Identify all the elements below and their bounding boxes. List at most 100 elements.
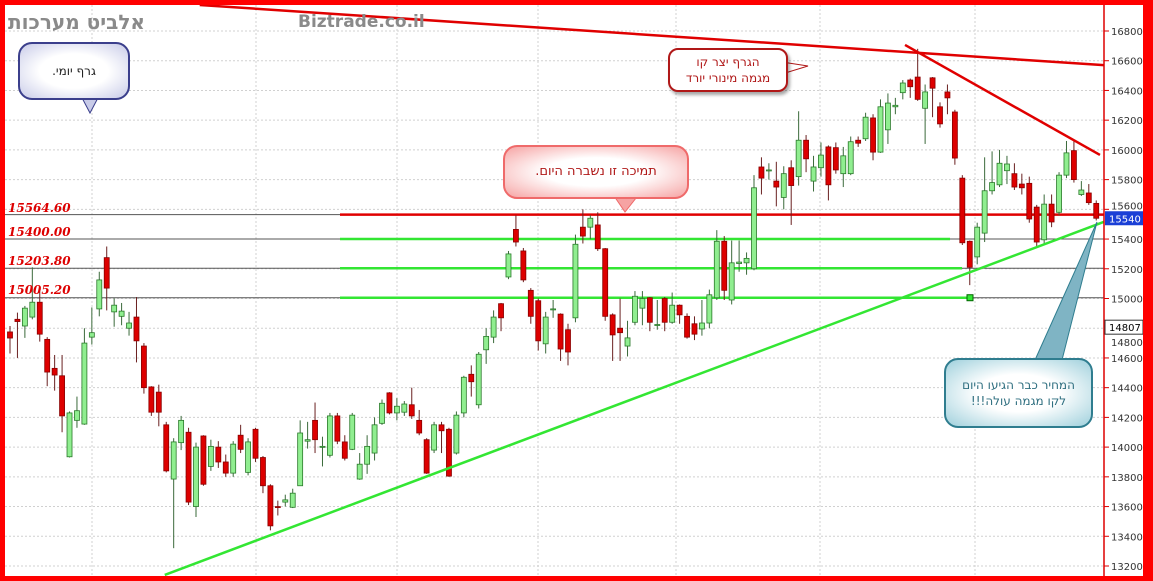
y-tick-label: 16800 (1111, 27, 1143, 38)
candle-body (870, 117, 876, 153)
callout-support-broken: תמיכה זו נשברה היום. (503, 145, 689, 199)
trendline-long-resistance (199, 3, 1104, 67)
candle-body (1071, 150, 1077, 181)
candle-133 (996, 149, 1003, 188)
chart-title: אלביט מערכות (8, 10, 145, 34)
y-tick-label: 16200 (1111, 116, 1143, 127)
frame-right (1143, 0, 1153, 581)
candle-body (1048, 203, 1055, 223)
candle-95 (713, 230, 720, 300)
marker-price-label: 14807 (1109, 323, 1141, 334)
candle-3 (29, 267, 36, 320)
candle-body (1056, 174, 1062, 213)
candle-body (1085, 192, 1092, 204)
candle-body (416, 419, 423, 434)
candle-body (289, 492, 296, 508)
candle-2 (21, 305, 28, 338)
candle-body (193, 446, 199, 507)
candle-30 (230, 441, 237, 477)
candle-132 (989, 151, 995, 195)
candle-body (7, 331, 13, 339)
candle-89 (669, 292, 676, 324)
candle-body (758, 166, 765, 179)
candle-40 (304, 421, 311, 449)
candle-body (490, 316, 497, 338)
candle-body (498, 303, 504, 319)
candle-body (922, 91, 929, 109)
candle-body (587, 217, 594, 228)
candle-body (207, 445, 214, 467)
candle-71 (535, 298, 542, 351)
candle-body (825, 146, 832, 186)
candle-body (393, 405, 400, 414)
candle-62 (468, 365, 475, 397)
candle-14 (111, 298, 118, 327)
candle-103 (773, 161, 780, 207)
candle-body (1063, 152, 1070, 176)
candle-body (736, 261, 743, 264)
candle-body (989, 182, 995, 192)
level-label-15400: 15400.00 (8, 225, 71, 239)
candle-body (1018, 183, 1025, 189)
candle-37 (282, 494, 289, 507)
candle-45 (341, 435, 348, 461)
candle-115 (862, 112, 869, 141)
candle-76 (572, 234, 579, 323)
callout-text-line2: מגמה מינורי יורד (685, 71, 771, 85)
site-watermark: Biztrade.co.il (298, 12, 425, 32)
candle-body (304, 439, 311, 442)
candle-78 (587, 215, 594, 240)
candle-131 (981, 157, 988, 243)
candle-body (185, 431, 192, 503)
candle-body (981, 190, 988, 234)
candle-73 (550, 299, 557, 318)
candle-body (646, 297, 653, 323)
candle-70 (527, 288, 534, 324)
candle-body (349, 414, 356, 450)
y-tick-label: 13600 (1111, 503, 1143, 514)
candle-body (751, 187, 757, 270)
level-label-15564: 15564.60 (8, 201, 71, 215)
y-tick-label: 15200 (1111, 265, 1143, 276)
candle-body (29, 301, 36, 318)
candle-122 (914, 48, 921, 101)
candle-body (215, 446, 222, 463)
y-tick-label: 16600 (1111, 57, 1143, 68)
candle-43 (327, 412, 333, 458)
candle-body (36, 301, 43, 335)
callout-text-line1: הגרף יצר קו (696, 55, 760, 69)
y-tick-label: 13200 (1111, 562, 1143, 573)
candle-body (1041, 203, 1048, 241)
candle-11 (88, 307, 95, 345)
candle-33 (252, 427, 259, 462)
candle-111 (832, 142, 839, 174)
candle-body (59, 375, 65, 417)
candle-96 (721, 236, 728, 300)
candle-140 (1048, 194, 1055, 228)
candle-88 (661, 297, 668, 332)
y-tick-label: 15400 (1111, 235, 1143, 246)
candle-body (312, 419, 318, 441)
candle-body (341, 441, 348, 459)
candle-body (230, 443, 237, 474)
candle-body (572, 243, 579, 319)
candle-body (535, 300, 542, 342)
candle-body (721, 240, 728, 291)
candle-0 (7, 325, 13, 354)
candle-body (877, 106, 884, 153)
callout-minor-downtrend: הגרף יצר קו מגמה מינורי יורד (668, 48, 788, 92)
candle-6 (51, 354, 58, 391)
candle-body (505, 253, 512, 278)
candle-77 (579, 209, 586, 244)
candle-143 (1071, 140, 1077, 183)
candle-body (944, 91, 951, 99)
candle-body (163, 424, 170, 472)
candle-body (951, 111, 958, 159)
callout-uptrend-reached: המחיר כבר הגיעו היום לקו מגמה עולה!!! (944, 358, 1093, 428)
candle-body (699, 322, 705, 330)
candle-54 (408, 387, 415, 419)
candle-46 (349, 412, 356, 451)
candle-body (475, 353, 482, 406)
candle-146 (1093, 200, 1100, 221)
